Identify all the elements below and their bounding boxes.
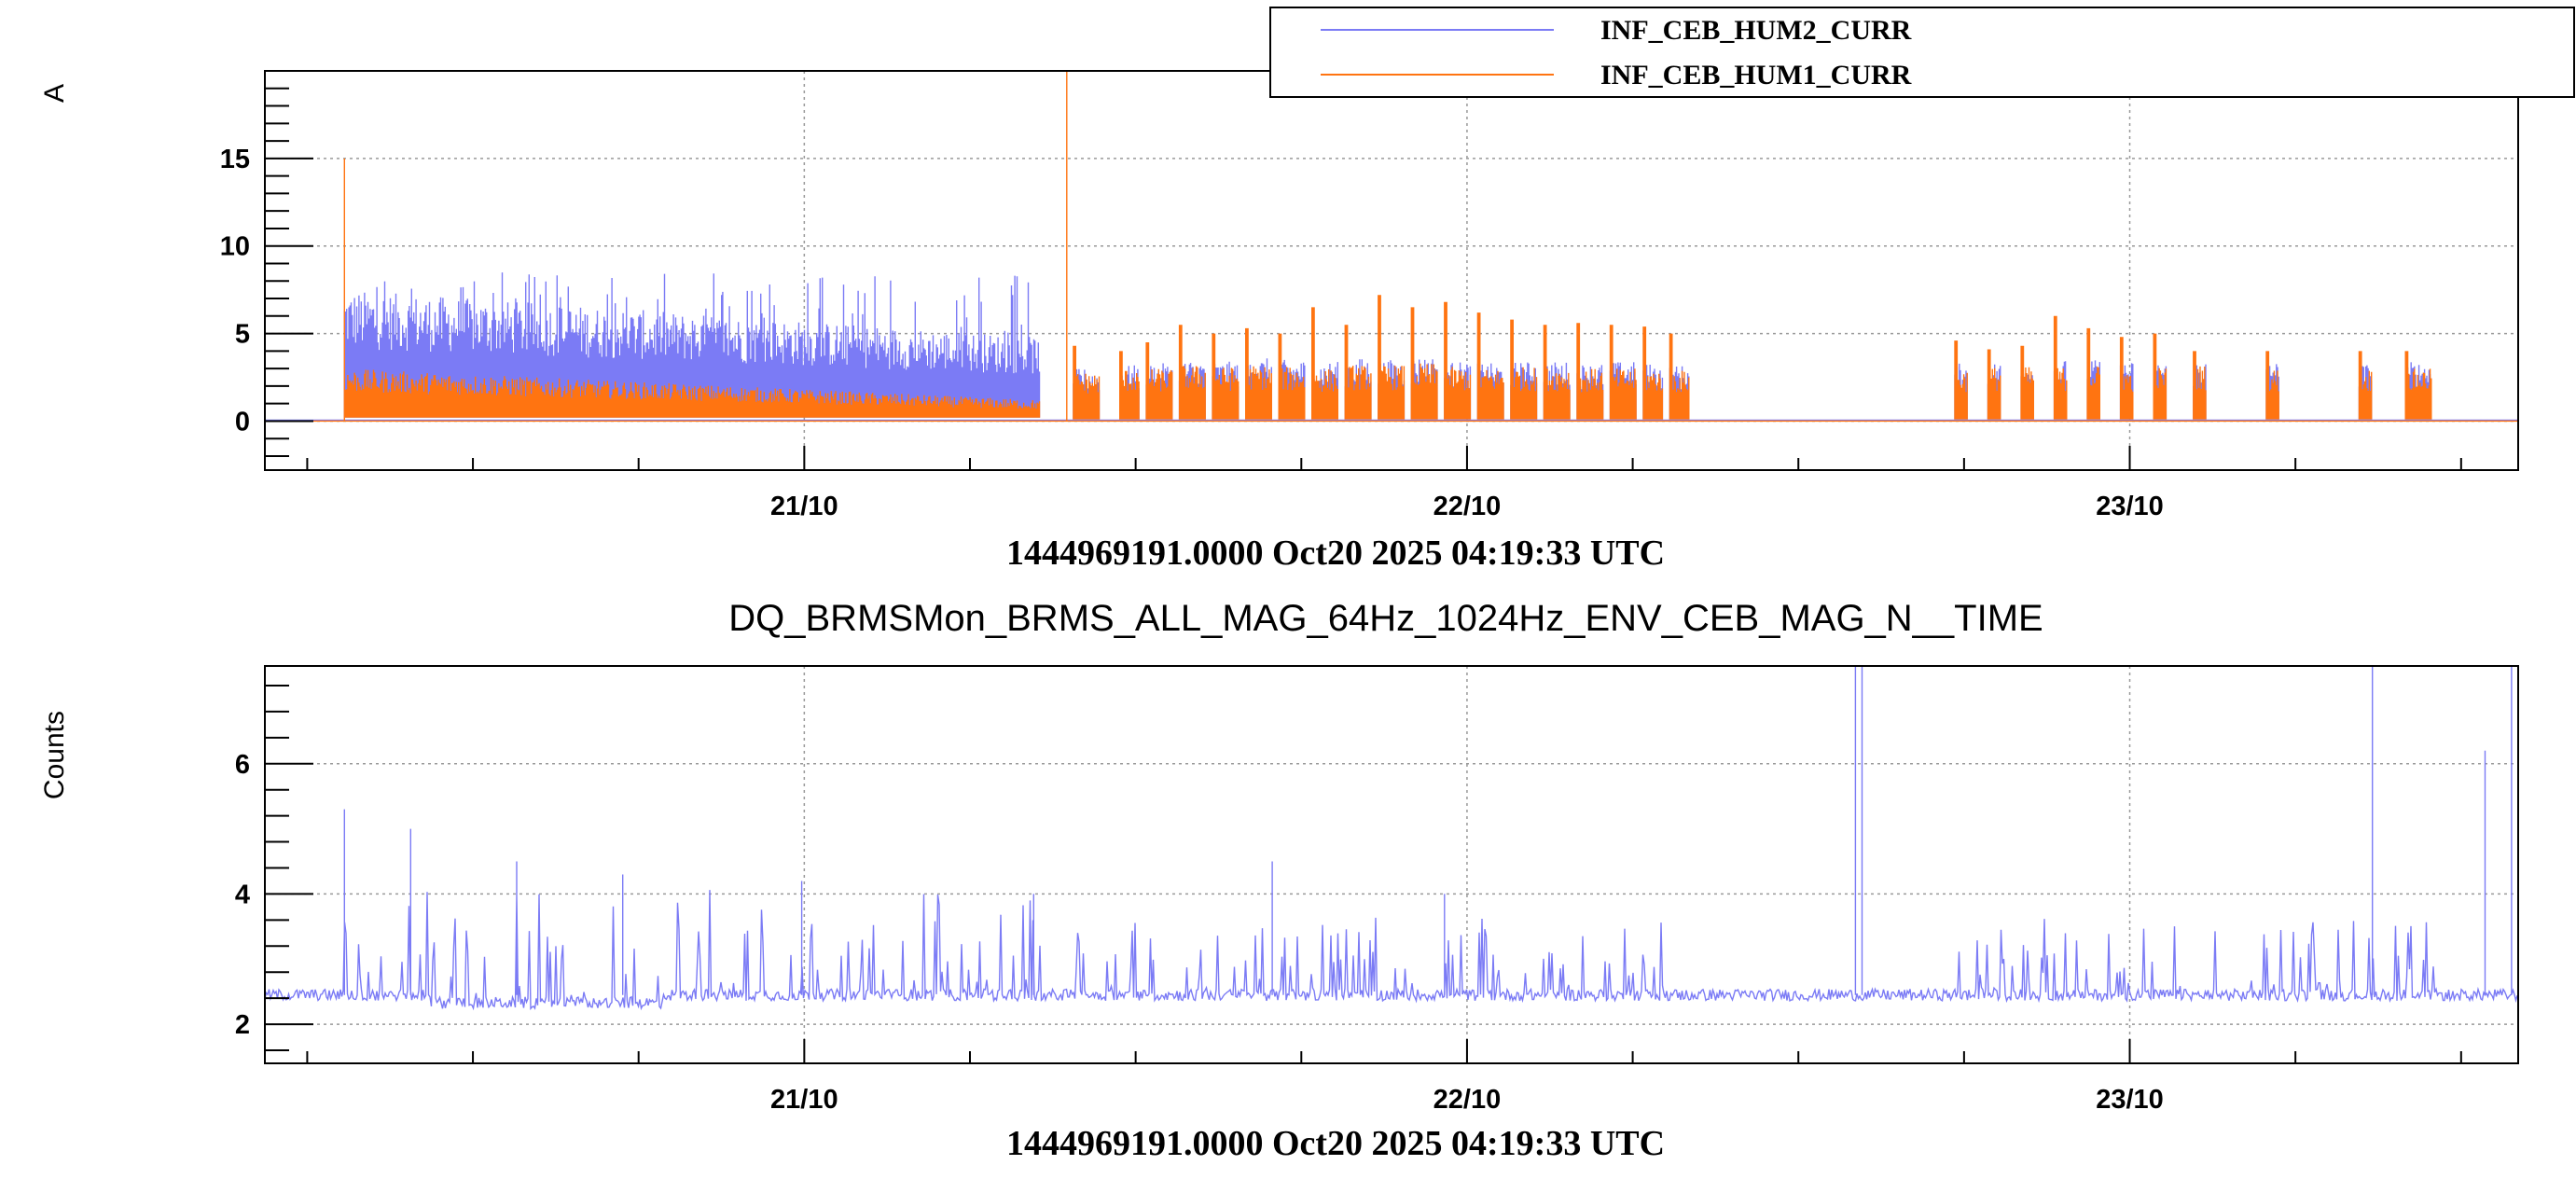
legend-box	[1269, 7, 2575, 98]
x-tick-label: 21/10	[770, 492, 838, 521]
y-tick-label: 10	[220, 232, 250, 262]
y-tick-label: 2	[235, 1010, 250, 1040]
current-chart-panel: 21/10 22/10 23/10 0 5 10 15 A 1444969191.0000 …	[39, 70, 2519, 573]
counts-chart-series	[264, 666, 2518, 1011]
legend-label-hum2: INF_CEB_HUM2_CURR	[1600, 15, 1912, 46]
current-chart-y-axis-label: A	[39, 84, 70, 103]
x-tick-label: 21/10	[770, 1085, 838, 1115]
y-tick-label: 15	[220, 145, 250, 174]
y-tick-label: 5	[235, 320, 250, 350]
current-chart-time-label: 1444969191.0000 Oct20 2025 04:19:33 UTC	[1006, 534, 1665, 573]
counts-chart-time-label: 1444969191.0000 Oct20 2025 04:19:33 UTC	[1006, 1124, 1665, 1163]
series-path	[264, 666, 2518, 1011]
counts-chart-frame	[264, 665, 2519, 1064]
y-tick-label: 6	[235, 750, 250, 780]
counts-chart-axes: 21/10 22/10 23/10 2 4 6	[235, 684, 2462, 1115]
x-tick-label: 23/10	[2096, 492, 2164, 521]
x-tick-label: 22/10	[1433, 1085, 1502, 1115]
legend-label-hum1: INF_CEB_HUM1_CURR	[1600, 60, 1912, 90]
current-chart-series	[265, 71, 2518, 423]
series-inf-ceb-hum1-curr	[265, 71, 2518, 423]
current-chart-axes: 21/10 22/10 23/10 0 5 10 15	[220, 70, 2462, 521]
x-tick-label: 23/10	[2096, 1085, 2164, 1115]
series-counts	[264, 666, 2518, 1011]
legend: INF_CEB_HUM2_CURR INF_CEB_HUM1_CURR	[1269, 7, 2575, 98]
x-tick-label: 22/10	[1433, 492, 1502, 521]
counts-chart-y-axis-label: Counts	[39, 711, 70, 799]
counts-chart-title: DQ_BRMSMon_BRMS_ALL_MAG_64Hz_1024Hz_ENV_…	[728, 598, 2043, 639]
current-chart-grid	[265, 71, 2518, 470]
series-path	[265, 71, 2518, 423]
counts-chart-grid	[265, 666, 2518, 1063]
y-tick-label: 0	[235, 407, 250, 437]
y-tick-label: 4	[235, 880, 250, 909]
counts-chart-panel: DQ_BRMSMon_BRMS_ALL_MAG_64Hz_1024Hz_ENV_…	[39, 598, 2519, 1163]
